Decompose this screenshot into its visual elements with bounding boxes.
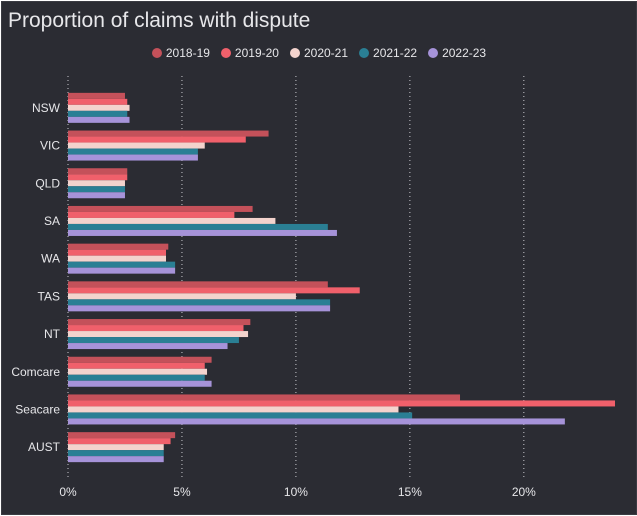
- chart-title: Proportion of claims with dispute: [8, 9, 311, 32]
- bar-AUST-2018-19: [68, 432, 176, 439]
- legend-label: 2022-23: [442, 46, 487, 60]
- bar-NSW-2018-19: [68, 92, 125, 99]
- legend-item-2022-23[interactable]: 2022-23: [428, 46, 486, 60]
- bar-Comcare-2018-19: [68, 356, 212, 363]
- bar-AUST-2022-23: [68, 456, 164, 463]
- legend-marker: [220, 48, 231, 58]
- bar-VIC-2020-21: [68, 142, 205, 149]
- legend-item-2018-19[interactable]: 2018-19: [151, 46, 210, 60]
- bar-Seacare-2021-22: [68, 412, 413, 419]
- bar-NT-2021-22: [68, 337, 239, 344]
- bar-AUST-2020-21: [68, 444, 164, 451]
- legend-marker: [289, 48, 300, 58]
- legend-label: 2020-21: [303, 46, 349, 60]
- bar-WA-2019-20: [68, 249, 167, 256]
- bar-NSW-2022-23: [68, 116, 130, 123]
- bar-TAS-2020-21: [68, 293, 296, 300]
- bar-TAS-2019-20: [68, 287, 360, 294]
- bar-QLD-2020-21: [68, 180, 125, 187]
- bar-WA-2018-19: [68, 243, 169, 250]
- bar-Seacare-2019-20: [68, 400, 615, 407]
- legend-label: 2021-22: [373, 46, 418, 60]
- bar-TAS-2022-23: [68, 305, 331, 312]
- bar-Seacare-2022-23: [68, 418, 565, 425]
- legend-label: 2019-20: [234, 46, 279, 60]
- bar-VIC-2019-20: [68, 136, 246, 143]
- x-tick-label: 10%: [284, 485, 308, 499]
- bar-NT-2018-19: [68, 319, 251, 326]
- x-tick-label: 5%: [173, 485, 191, 499]
- category-label-NT: NT: [44, 327, 61, 341]
- bar-VIC-2022-23: [68, 154, 198, 161]
- bar-QLD-2021-22: [68, 186, 125, 193]
- bar-NSW-2020-21: [68, 104, 130, 111]
- legend-marker: [359, 48, 370, 58]
- bar-VIC-2018-19: [68, 130, 269, 137]
- legend-label: 2018-19: [165, 46, 210, 60]
- bar-QLD-2018-19: [68, 168, 128, 175]
- bar-NT-2020-21: [68, 331, 249, 338]
- category-label-Seacare: Seacare: [15, 402, 60, 416]
- category-label-NSW: NSW: [32, 101, 61, 115]
- bar-SA-2021-22: [68, 223, 328, 230]
- x-tick-label: 20%: [512, 485, 536, 499]
- legend-item-2019-20[interactable]: 2019-20: [220, 46, 279, 60]
- x-tick-label: 15%: [398, 485, 422, 499]
- bar-Comcare-2022-23: [68, 380, 212, 387]
- bar-Comcare-2020-21: [68, 368, 208, 375]
- bar-NT-2022-23: [68, 343, 228, 350]
- bar-NT-2019-20: [68, 325, 244, 332]
- bar-NSW-2019-20: [68, 98, 128, 105]
- bar-TAS-2021-22: [68, 299, 331, 306]
- bar-QLD-2019-20: [68, 174, 128, 181]
- legend-marker: [151, 48, 162, 58]
- bar-SA-2019-20: [68, 211, 235, 218]
- bar-Seacare-2018-19: [68, 394, 461, 401]
- x-tick-label: 0%: [59, 485, 77, 499]
- legend-item-2021-22[interactable]: 2021-22: [359, 46, 417, 60]
- category-label-VIC: VIC: [40, 139, 60, 153]
- bar-AUST-2021-22: [68, 450, 164, 457]
- bar-SA-2018-19: [68, 205, 253, 212]
- category-label-AUST: AUST: [28, 440, 61, 454]
- bar-SA-2020-21: [68, 217, 276, 224]
- category-label-Comcare: Comcare: [11, 365, 60, 379]
- category-label-SA: SA: [44, 214, 60, 228]
- bar-Comcare-2019-20: [68, 362, 205, 369]
- bar-WA-2021-22: [68, 261, 176, 268]
- bar-WA-2022-23: [68, 267, 176, 274]
- category-label-QLD: QLD: [35, 176, 60, 190]
- bar-NSW-2021-22: [68, 110, 128, 117]
- category-label-TAS: TAS: [38, 289, 60, 303]
- bar-SA-2022-23: [68, 229, 337, 236]
- bar-Seacare-2020-21: [68, 406, 399, 413]
- bar-Comcare-2021-22: [68, 374, 205, 381]
- category-label-WA: WA: [41, 252, 60, 266]
- chart-legend: 2018-19 2019-20 2020-21 2021-22 2022-23: [2, 46, 636, 60]
- legend-item-2020-21[interactable]: 2020-21: [289, 46, 349, 60]
- bar-QLD-2022-23: [68, 192, 125, 199]
- legend-marker: [428, 48, 439, 58]
- bar-AUST-2019-20: [68, 438, 171, 445]
- bar-VIC-2021-22: [68, 148, 198, 155]
- bar-TAS-2018-19: [68, 281, 328, 288]
- bar-WA-2020-21: [68, 255, 167, 262]
